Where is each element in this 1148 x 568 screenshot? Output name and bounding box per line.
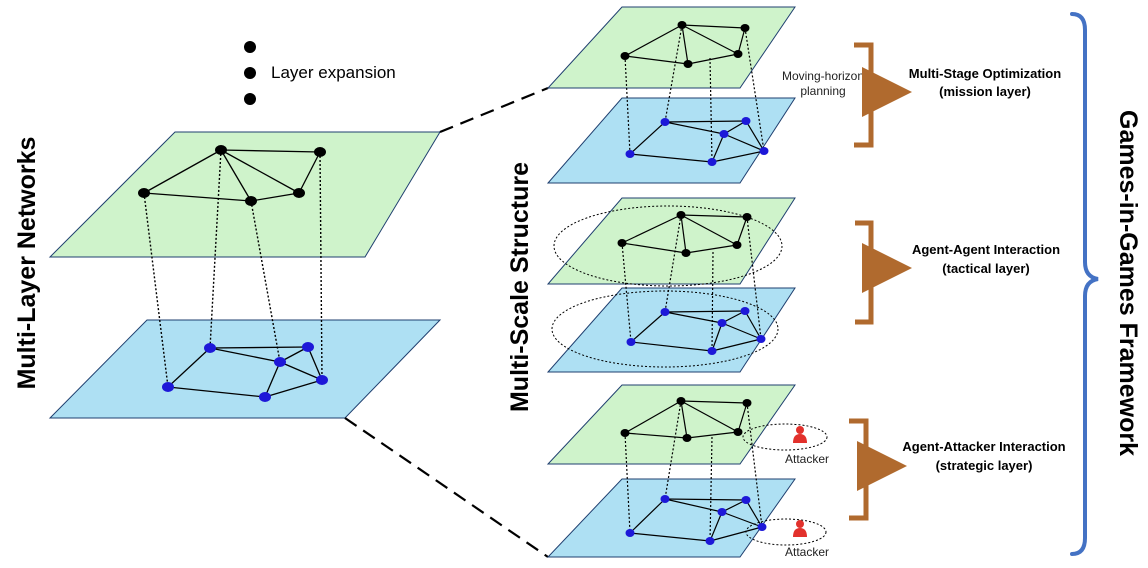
stack-tactical	[548, 198, 795, 372]
layer-title-strategic: Agent-Attacker Interaction	[902, 439, 1065, 454]
layer-brackets	[849, 45, 871, 518]
left-blue-plane	[50, 320, 440, 418]
right-title: Games-in-Games Framework	[1114, 110, 1142, 456]
attacker-label-bottom: Attacker	[785, 545, 829, 559]
framework-brace	[1072, 14, 1098, 554]
layer-expansion-label: Layer expansion	[271, 63, 396, 82]
middle-title: Multi-Scale Structure	[506, 162, 534, 412]
moving-horizon-label: Moving-horizon	[782, 69, 864, 83]
layer-title-tactical: Agent-Agent Interaction	[912, 242, 1060, 257]
moving-horizon-label-2: planning	[800, 84, 845, 98]
layer-expansion-bullets	[244, 41, 256, 105]
layer-subtitle-tactical: (tactical layer)	[942, 261, 1029, 276]
stack-mission	[548, 7, 795, 183]
stack-strategic	[548, 385, 827, 557]
layer-subtitle-mission: (mission layer)	[939, 84, 1031, 99]
layer-title-mission: Multi-Stage Optimization	[909, 66, 1061, 81]
left-title: Multi-Layer Networks	[13, 137, 41, 390]
left-network	[50, 132, 440, 418]
attacker-label-top: Attacker	[785, 452, 829, 466]
attacker-icon	[793, 520, 807, 537]
attacker-icon	[793, 426, 807, 443]
layer-subtitle-strategic: (strategic layer)	[936, 458, 1033, 473]
